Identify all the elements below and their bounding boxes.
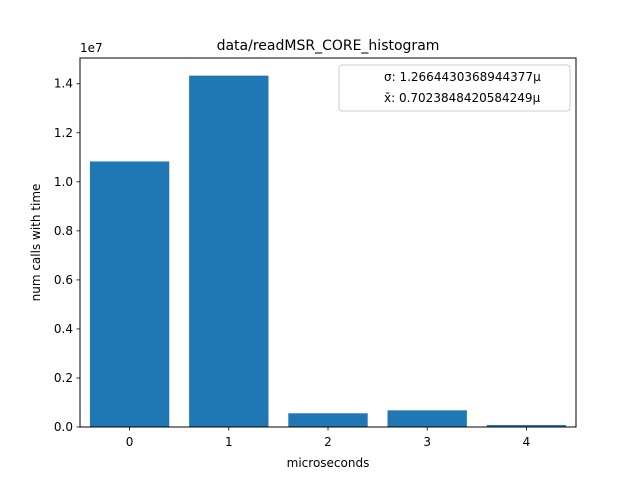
y-axis-offset-label: 1e7 xyxy=(80,41,103,55)
y-tick-label: 0.2 xyxy=(54,371,73,385)
y-tick-label: 0.4 xyxy=(54,322,73,336)
legend-entry-mean: x̄: 0.7023848420584249µ xyxy=(384,91,541,105)
y-ticks-group: 0.0 0.2 0.4 0.6 0.8 1.0 1.2 1.4 xyxy=(54,77,80,434)
legend-entry-sigma: σ: 1.2664430368944377µ xyxy=(384,70,541,84)
x-axis-label: microseconds xyxy=(287,456,370,470)
plot-frame xyxy=(79,57,577,428)
y-tick-label: 0.0 xyxy=(54,420,73,434)
bar-4 xyxy=(486,425,567,427)
y-tick-label: 1.2 xyxy=(54,126,73,140)
x-tick-label: 0 xyxy=(126,435,134,449)
y-tick-label: 0.8 xyxy=(54,224,73,238)
bars-group xyxy=(89,75,567,428)
y-tick-label: 0.6 xyxy=(54,273,73,287)
x-tick-label: 1 xyxy=(225,435,233,449)
x-tick-label: 3 xyxy=(423,435,431,449)
bar-0 xyxy=(89,161,170,427)
legend: σ: 1.2664430368944377µ x̄: 0.70238484205… xyxy=(338,64,571,112)
bar-3 xyxy=(387,410,467,427)
y-tick-label: 1.0 xyxy=(54,175,73,189)
bar-2 xyxy=(288,413,368,427)
x-tick-label: 2 xyxy=(324,435,332,449)
bar-1 xyxy=(189,75,269,428)
x-tick-label: 4 xyxy=(523,435,531,449)
x-ticks-group: 0 1 2 3 4 xyxy=(126,427,530,449)
y-axis-label: num calls with time xyxy=(29,184,43,302)
legend-box xyxy=(338,64,571,112)
chart-title: data/readMSR_CORE_histogram xyxy=(217,38,440,54)
y-tick-label: 1.4 xyxy=(54,77,73,91)
